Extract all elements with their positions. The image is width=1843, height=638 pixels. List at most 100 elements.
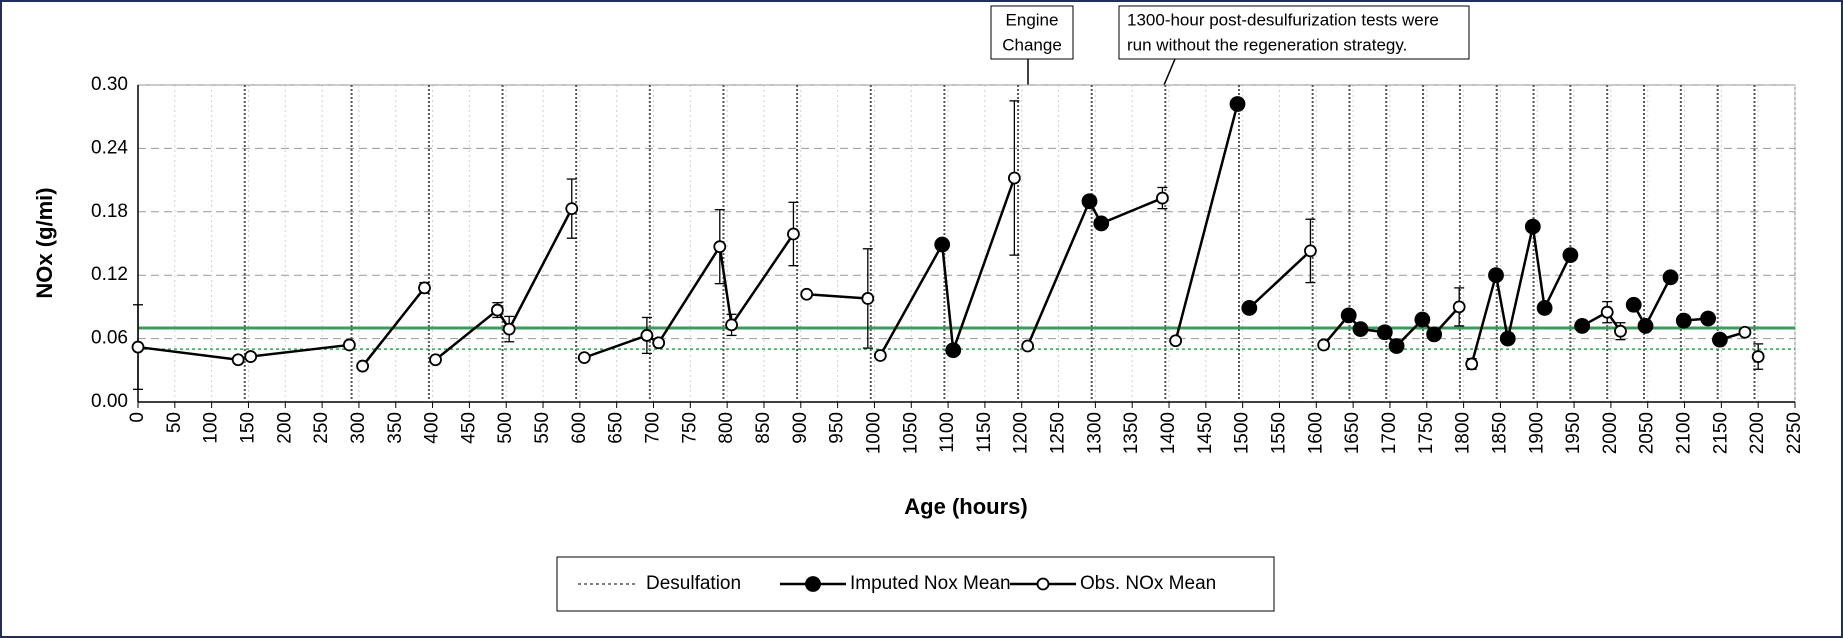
series-line: [806, 292, 868, 300]
x-tick-label: 1650: [1342, 412, 1363, 454]
data-point: [1340, 307, 1357, 324]
x-tick-label: 1000: [863, 412, 884, 454]
x-tick-label: 1350: [1121, 412, 1142, 454]
x-tick-label: 750: [679, 412, 700, 444]
annotation-text: run without the regeneration strategy.: [1127, 35, 1407, 54]
x-tick-label: 50: [164, 412, 185, 433]
data-point: [1700, 310, 1716, 327]
x-tick-label: 200: [274, 412, 295, 444]
x-tick-label: 1850: [1489, 412, 1510, 454]
series-line: [1248, 249, 1312, 309]
x-tick-label: 2150: [1710, 412, 1731, 454]
series-line: [1026, 196, 1163, 347]
x-tick-label: 350: [385, 412, 406, 444]
x-tick-label: 600: [569, 412, 590, 444]
data-point: [1662, 269, 1679, 286]
data-point: [1600, 305, 1614, 319]
x-tick-label: 2000: [1600, 412, 1621, 454]
x-tick-label: 250: [311, 412, 332, 444]
x-tick-label: 1450: [1195, 412, 1216, 454]
data-point: [1524, 218, 1541, 235]
x-tick-label: 1100: [937, 412, 958, 453]
x-tick-label: 1050: [900, 412, 921, 454]
data-point: [1499, 330, 1516, 347]
series-line: [361, 287, 426, 367]
y-tick-label: 0.18: [91, 201, 128, 222]
x-tick-label: 800: [716, 412, 737, 444]
x-tick-label: 550: [532, 412, 553, 444]
x-tick-label: 400: [422, 412, 443, 444]
x-tick-label: 1600: [1305, 412, 1326, 454]
y-tick-label: 0.24: [91, 137, 128, 158]
data-point: [1574, 318, 1591, 334]
data-point: [1614, 324, 1627, 338]
x-tick-label: 1150: [974, 412, 995, 453]
data-point: [490, 303, 504, 317]
data-point: [1304, 244, 1317, 258]
x-tick-label: 650: [606, 412, 627, 444]
y-axis-title: NOx (g/mi): [32, 187, 57, 298]
data-point: [1675, 312, 1692, 329]
data-point: [1625, 296, 1642, 313]
data-point: [1241, 300, 1258, 316]
data-point: [1414, 311, 1431, 328]
x-tick-label: 1750: [1416, 412, 1437, 454]
data-point: [1711, 331, 1728, 348]
annotation-text: Engine: [1006, 10, 1059, 29]
annotation-box: [990, 5, 1074, 60]
series-line: [137, 343, 350, 362]
x-tick-label: 0: [127, 412, 148, 423]
legend-label: Imputed Nox Mean: [850, 573, 1011, 594]
x-tick-label: 500: [495, 412, 516, 444]
x-axis-title: Age (hours): [904, 494, 1027, 519]
data-point: [1081, 193, 1098, 210]
data-point: [1021, 339, 1035, 353]
x-tick-label: 1550: [1269, 412, 1290, 454]
legend: [556, 556, 1275, 612]
data-point: [861, 292, 875, 305]
data-point: [640, 329, 654, 342]
data-point: [1317, 338, 1331, 352]
legend-label: Desulfation: [646, 573, 741, 594]
y-tick-label: 0.00: [91, 391, 128, 412]
annotation-text: Change: [1002, 35, 1062, 54]
data-point: [1093, 215, 1110, 232]
y-tick-label: 0.12: [91, 264, 128, 285]
plot-area: [137, 84, 1796, 403]
data-point: [1155, 191, 1169, 205]
data-point: [356, 359, 370, 373]
data-point: [1637, 318, 1654, 334]
data-point: [787, 227, 800, 241]
annotation-text: 1300-hour post-desulfurization tests wer…: [1127, 10, 1439, 29]
data-point: [1452, 300, 1466, 314]
legend-marker: [805, 576, 821, 592]
series-line: [583, 233, 795, 359]
data-point: [1562, 247, 1579, 264]
data-point: [418, 281, 431, 295]
data-point: [945, 342, 962, 359]
data-point: [1426, 326, 1443, 343]
x-tick-label: 2050: [1637, 412, 1658, 454]
data-point: [725, 318, 738, 332]
data-point: [873, 349, 887, 362]
data-point: [231, 353, 245, 367]
x-tick-label: 1300: [1084, 412, 1105, 454]
legend-label: Obs. NOx Mean: [1080, 573, 1216, 594]
x-tick-label: 900: [790, 412, 811, 444]
x-tick-label: 1400: [1158, 412, 1179, 454]
x-tick-label: 950: [827, 412, 848, 444]
x-tick-label: 150: [237, 412, 258, 444]
data-point: [131, 340, 145, 354]
data-point: [934, 236, 951, 253]
x-tick-label: 1700: [1379, 412, 1400, 454]
x-tick-label: 2100: [1674, 412, 1695, 454]
data-point: [1352, 321, 1369, 337]
data-point: [577, 351, 591, 365]
data-point: [1388, 338, 1405, 354]
data-point: [565, 202, 579, 216]
x-tick-label: 100: [201, 412, 222, 444]
x-tick-label: 2250: [1784, 412, 1805, 454]
x-tick-label: 1900: [1526, 412, 1547, 454]
